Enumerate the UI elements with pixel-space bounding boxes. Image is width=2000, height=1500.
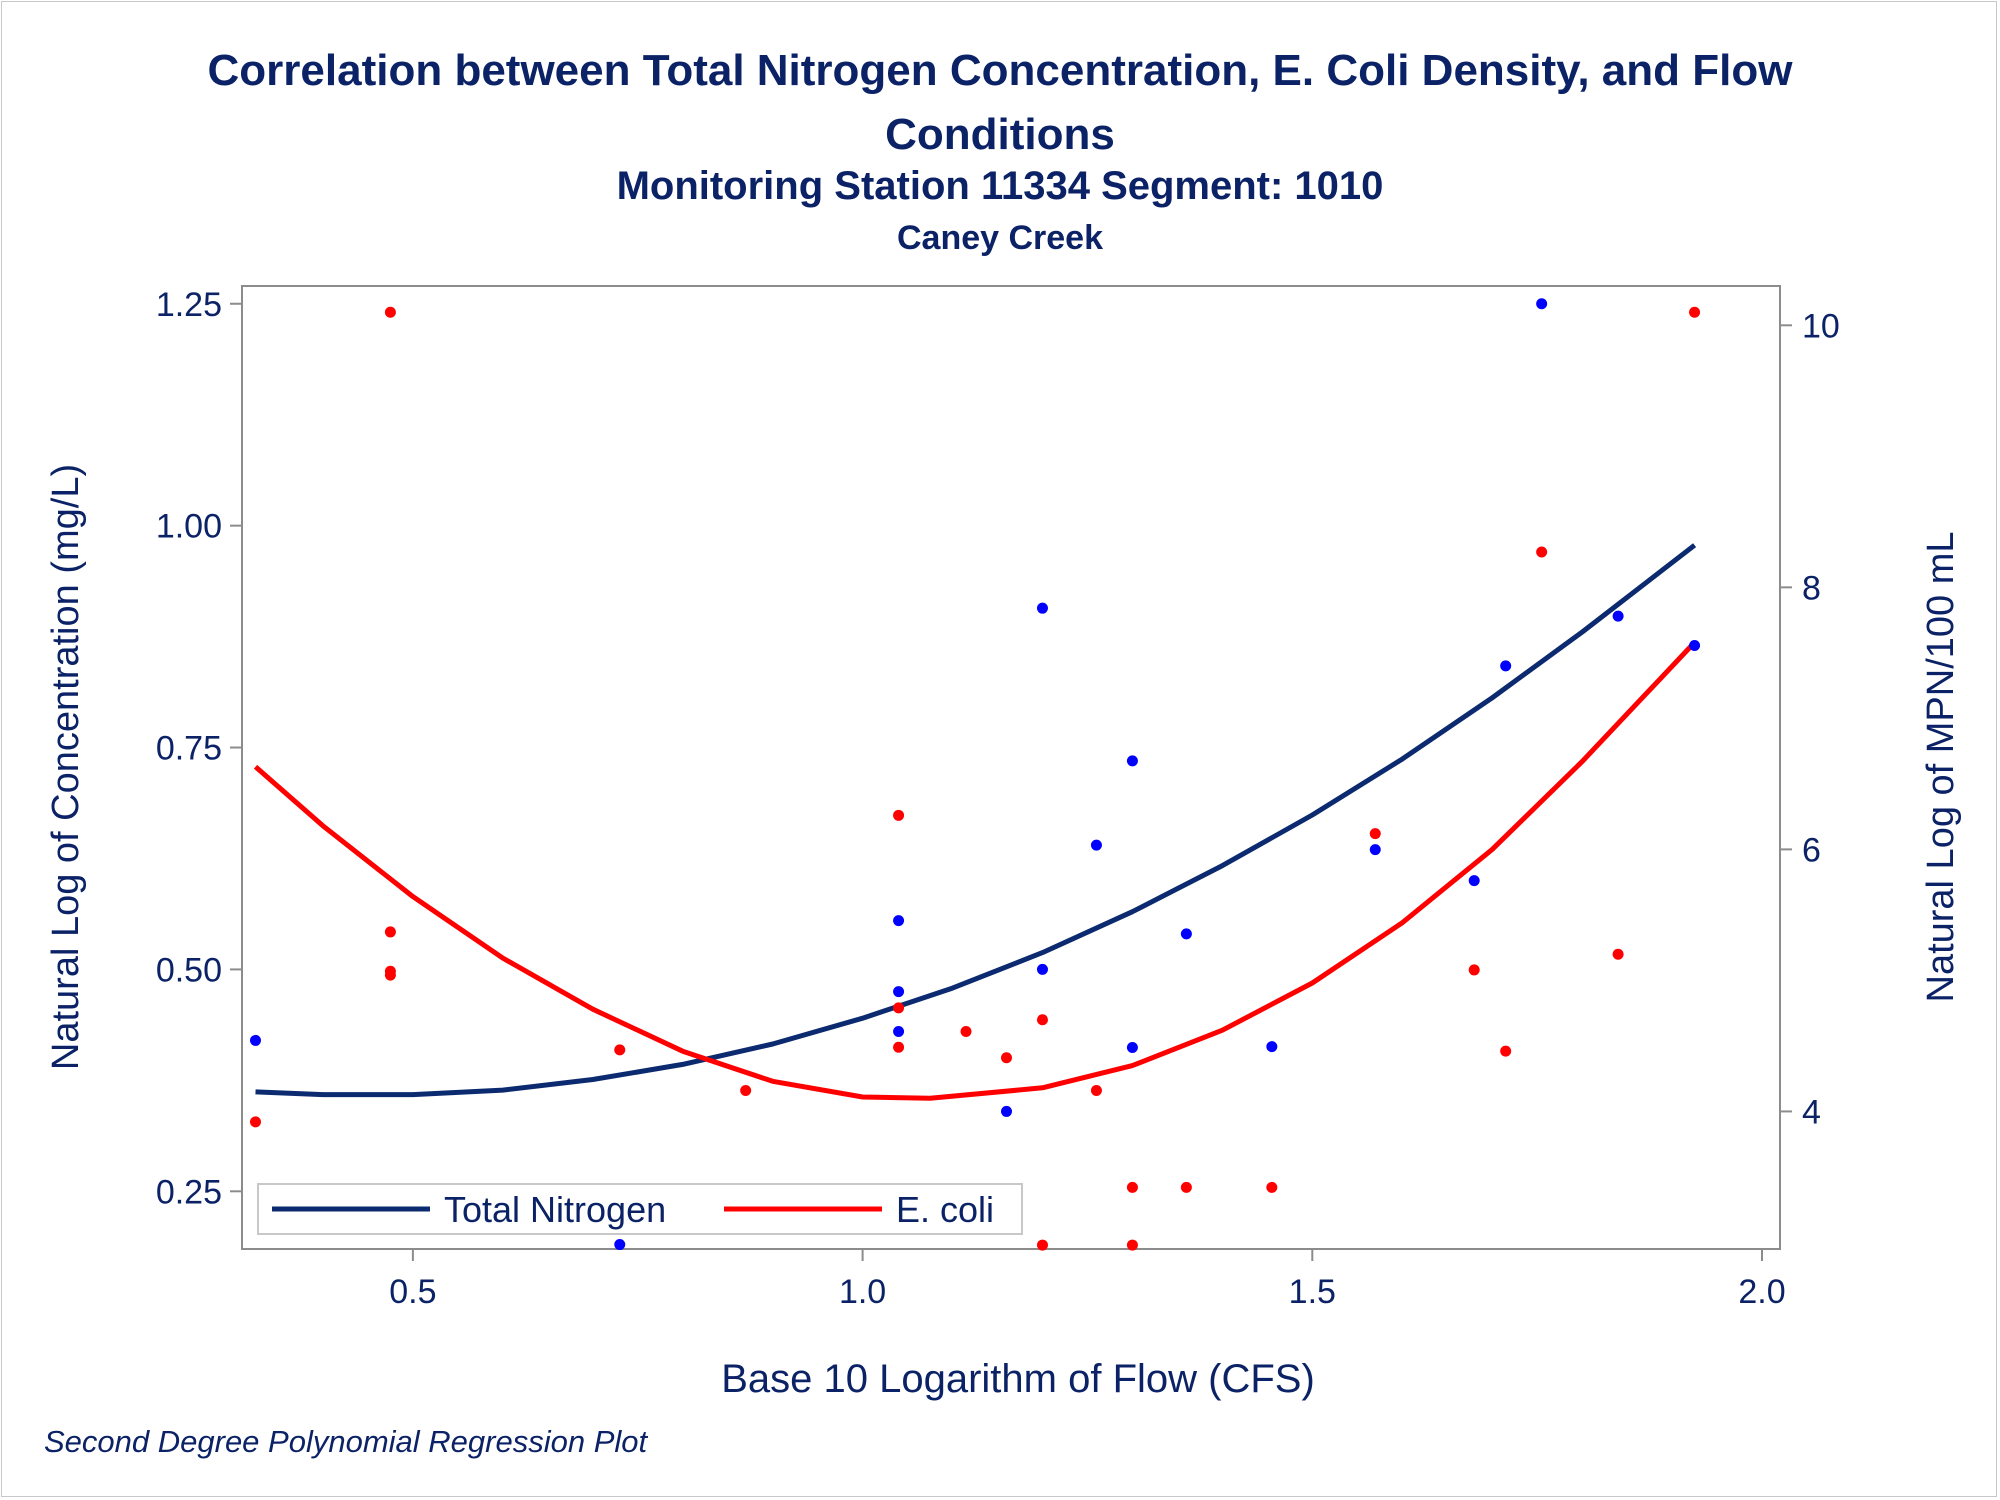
ecoli-point (1500, 1045, 1512, 1057)
legend-label-ecoli: E. coli (896, 1189, 994, 1230)
total-nitrogen-point (1266, 1041, 1278, 1053)
chart-title-line2: Conditions (885, 110, 1115, 159)
ecoli-point (1126, 1181, 1138, 1193)
ecoli-point (1468, 964, 1480, 976)
ecoli-point (960, 1026, 972, 1038)
y2-tick-label: 8 (1802, 569, 1821, 607)
chart-subtitle: Monitoring Station 11334 Segment: 1010 (616, 164, 1384, 208)
ecoli-point (614, 1044, 626, 1056)
ecoli-point (1369, 828, 1381, 840)
footnote: Second Degree Polynomial Regression Plot (44, 1424, 648, 1459)
legend-label-total-nitrogen: Total Nitrogen (444, 1189, 666, 1230)
total-nitrogen-point (893, 986, 905, 998)
ecoli-point (1180, 1181, 1192, 1193)
ecoli-curve (253, 640, 1697, 1101)
total-nitrogen-point (249, 1034, 261, 1046)
y-tick-label: 1.25 (156, 286, 222, 324)
total-nitrogen-point (1036, 602, 1048, 614)
y2-tick-label: 10 (1802, 307, 1840, 345)
ecoli-point (1126, 1239, 1138, 1251)
x-axis-label: Base 10 Logarithm of Flow (CFS) (721, 1357, 1315, 1401)
ecoli-point (384, 926, 396, 938)
y2-axis-label: Natural Log of MPN/100 mL (1920, 531, 1962, 1002)
ecoli-point (384, 969, 396, 981)
y2-tick-label: 4 (1802, 1093, 1821, 1131)
ecoli-point (1689, 306, 1701, 318)
x-tick-label: 2.0 (1738, 1273, 1785, 1311)
ecoli-point (249, 1116, 261, 1128)
ecoli-point (893, 809, 905, 821)
ecoli-point (1536, 546, 1548, 558)
chart-subtitle-location: Caney Creek (896, 219, 1103, 257)
x-tick-label: 1.0 (839, 1273, 886, 1311)
y-tick-label: 0.75 (156, 730, 222, 768)
y-tick-label: 1.00 (156, 508, 222, 546)
total-nitrogen-point (893, 915, 905, 927)
ecoli-point (1036, 1014, 1048, 1026)
total-nitrogen-point (1126, 1042, 1138, 1054)
x-tick-label: 0.5 (389, 1273, 436, 1311)
ecoli-point (1036, 1239, 1048, 1251)
total-nitrogen-point (1536, 298, 1548, 310)
y-tick-label: 0.50 (156, 951, 222, 989)
total-nitrogen-point (614, 1239, 626, 1251)
y-axis-label: Natural Log of Concentration (mg/L) (45, 464, 87, 1070)
y2-tick-label: 6 (1802, 831, 1821, 869)
ecoli-point (1612, 948, 1624, 960)
axis-ticks: 0.5 1.0 1.5 2.0 0.25 0.50 0.75 1.00 1.25 4 6 8 10 (156, 286, 1840, 1311)
total-nitrogen-point (1689, 639, 1701, 651)
chart-title-line1: Correlation between Total Nitrogen Conce… (207, 46, 1793, 95)
total-nitrogen-point (1500, 660, 1512, 672)
total-nitrogen-point (1001, 1105, 1013, 1117)
ecoli-point (740, 1084, 752, 1096)
ecoli-point (1090, 1084, 1102, 1096)
ecoli-point (893, 1041, 905, 1053)
regression-curves (253, 543, 1697, 1101)
y-tick-label: 0.25 (156, 1173, 222, 1211)
total-nitrogen-point (1468, 875, 1480, 887)
total-nitrogen-point (1612, 610, 1624, 622)
ecoli-point (893, 1002, 905, 1014)
total-nitrogen-point (893, 1026, 905, 1038)
ecoli-point (1266, 1181, 1278, 1193)
legend: Total Nitrogen E. coli (257, 1183, 1023, 1235)
total-nitrogen-point (1126, 755, 1138, 767)
ecoli-point (1001, 1052, 1013, 1064)
total-nitrogen-point (1369, 844, 1381, 856)
total-nitrogen-point (1036, 963, 1048, 975)
total-nitrogen-point (1180, 928, 1192, 940)
scatter-points (249, 298, 1701, 1251)
total-nitrogen-curve (255, 543, 1697, 1098)
ecoli-point (384, 306, 396, 318)
x-tick-label: 1.5 (1289, 1273, 1336, 1311)
total-nitrogen-point (1090, 839, 1102, 851)
plot-area (241, 285, 1781, 1250)
